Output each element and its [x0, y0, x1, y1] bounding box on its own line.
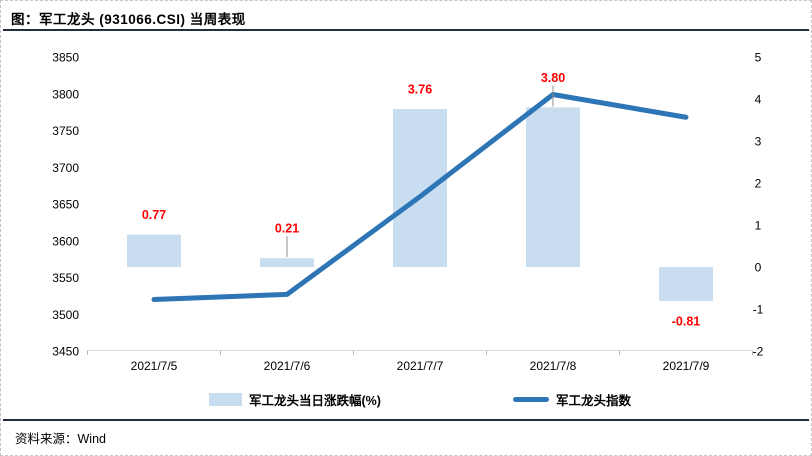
bar — [127, 234, 181, 267]
bar — [526, 107, 580, 268]
left-axis-tick-label: 3450 — [52, 345, 79, 359]
chart-legend: 军工龙头当日涨跌幅(%) 军工龙头指数 — [87, 390, 753, 409]
left-axis-tick-label: 3550 — [52, 271, 79, 285]
left-axis-tick-label: 3500 — [52, 308, 79, 322]
bar-value-label: 3.80 — [541, 71, 565, 85]
x-axis-category-label: 2021/7/8 — [530, 359, 577, 373]
bar-value-label: 0.77 — [142, 208, 166, 222]
right-axis-tick-label: 3 — [755, 135, 762, 149]
bar — [393, 109, 447, 267]
right-axis-tick-label: -2 — [753, 345, 764, 359]
bar — [260, 258, 314, 267]
left-axis-tick-label: 3650 — [52, 198, 79, 212]
bar-value-label: -0.81 — [672, 315, 701, 329]
right-axis-tick-label: 0 — [755, 261, 762, 275]
bar-value-label: 3.76 — [408, 83, 432, 97]
chart-canvas: 3850 3800 3750 3700 3650 3600 3550 3500 3450 5 4 3 2… — [52, 51, 764, 374]
legend-item-line-series: 军工龙头指数 — [512, 390, 631, 409]
line-series-swatch-icon — [512, 397, 549, 402]
right-axis-tick-label: -1 — [753, 303, 764, 317]
left-axis-tick-label: 3600 — [52, 234, 79, 248]
legend-label-bar-series: 军工龙头当日涨跌幅(%) — [249, 394, 381, 408]
bar-series-swatch-icon — [209, 393, 243, 406]
x-axis-category-label: 2021/7/7 — [397, 359, 444, 373]
title-separator — [3, 29, 809, 31]
right-axis-tick-label: 1 — [755, 219, 762, 233]
left-axis-tick-label: 3850 — [52, 51, 79, 65]
index-line — [151, 91, 689, 303]
left-axis-tick-label: 3750 — [52, 124, 79, 138]
bar — [659, 267, 713, 302]
bar-value-label: 0.21 — [275, 222, 299, 236]
legend-label-line-series: 军工龙头指数 — [555, 394, 631, 408]
right-axis-tick-label: 2 — [755, 177, 762, 191]
legend-item-bar-series: 军工龙头当日涨跌幅(%) — [209, 390, 381, 409]
right-axis-tick-label: 5 — [755, 51, 762, 65]
figure-header: 图：军工龙头 (931066.CSI) 当周表现 — [11, 8, 801, 29]
left-axis-tick-label: 3700 — [52, 161, 79, 175]
x-axis-category-label: 2021/7/6 — [264, 359, 311, 373]
x-axis-category-label: 2021/7/5 — [131, 359, 178, 373]
footer-separator — [3, 419, 809, 421]
figure-title: 图：军工龙头 (931066.CSI) 当周表现 — [11, 12, 246, 27]
source-note: 资料来源：Wind — [15, 432, 106, 446]
x-axis-category-label: 2021/7/9 — [663, 359, 710, 373]
left-axis-tick-label: 3800 — [52, 87, 79, 101]
right-axis-tick-label: 4 — [755, 93, 762, 107]
